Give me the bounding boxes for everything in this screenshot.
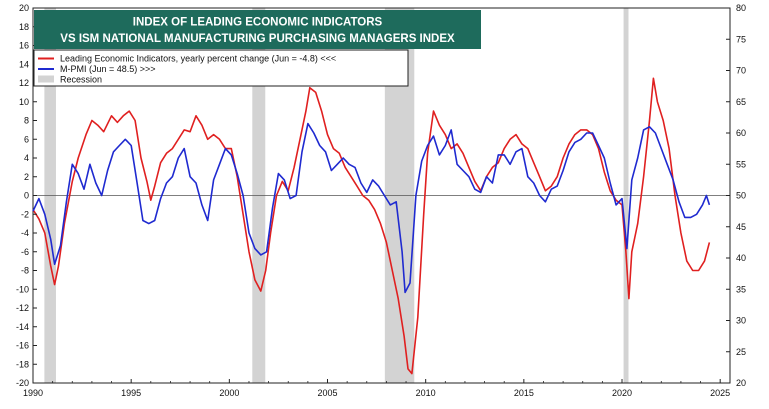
y-left-tick-label: 6	[24, 134, 29, 144]
legend-label-pmi: M-PMI (Jun = 48.5) >>>	[60, 64, 156, 74]
legend-label-recession: Recession	[60, 75, 102, 85]
y-right-tick-label: 35	[736, 284, 746, 294]
y-right-tick-label: 50	[736, 191, 746, 201]
axis-ticks: -20-18-16-14-12-10-8-6-4-202468101214161…	[16, 3, 746, 398]
series-line-pmi	[32, 122, 711, 294]
y-right-tick-label: 20	[736, 378, 746, 388]
y-right-tick-label: 55	[736, 159, 746, 169]
y-left-tick-label: -6	[21, 247, 29, 257]
x-tick-label: 1990	[23, 388, 43, 398]
y-left-tick-label: 8	[24, 116, 29, 126]
x-tick-label: 1995	[121, 388, 141, 398]
y-left-tick-label: -8	[21, 266, 29, 276]
y-right-tick-label: 40	[736, 253, 746, 263]
y-left-tick-label: -12	[16, 303, 29, 313]
y-left-tick-label: -14	[16, 322, 29, 332]
y-left-tick-label: 4	[24, 153, 29, 163]
legend: Leading Economic Indicators, yearly perc…	[33, 49, 409, 87]
y-left-tick-label: -18	[16, 359, 29, 369]
y-right-tick-label: 60	[736, 128, 746, 138]
y-right-tick-label: 80	[736, 3, 746, 13]
y-right-tick-label: 75	[736, 34, 746, 44]
y-right-tick-label: 45	[736, 222, 746, 232]
legend-box	[33, 49, 409, 87]
y-right-tick-label: 65	[736, 97, 746, 107]
y-left-tick-label: -10	[16, 284, 29, 294]
y-left-tick-label: 0	[24, 191, 29, 201]
y-left-tick-label: -4	[21, 228, 29, 238]
legend-label-lei: Leading Economic Indicators, yearly perc…	[60, 54, 336, 64]
y-left-tick-label: 20	[19, 3, 29, 13]
chart-title-line-2: VS ISM NATIONAL MANUFACTURING PURCHASING…	[60, 33, 455, 45]
series-line-lei	[32, 77, 711, 375]
y-left-tick-label: -16	[16, 341, 29, 351]
y-left-tick-label: -2	[21, 209, 29, 219]
legend-swatch-recession	[38, 75, 54, 83]
chart-title-banner: INDEX OF LEADING ECONOMIC INDICATORS VS …	[34, 10, 481, 49]
y-left-tick-label: -20	[16, 378, 29, 388]
y-right-tick-label: 30	[736, 316, 746, 326]
x-tick-label: 2005	[317, 388, 337, 398]
y-right-tick-label: 70	[736, 66, 746, 76]
y-left-tick-label: 18	[19, 22, 29, 32]
y-left-tick-label: 16	[19, 41, 29, 51]
x-tick-label: 2010	[416, 388, 436, 398]
y-right-tick-label: 25	[736, 347, 746, 357]
x-tick-label: 2015	[514, 388, 534, 398]
chart-title-line-1: INDEX OF LEADING ECONOMIC INDICATORS	[133, 17, 383, 29]
y-left-tick-label: 10	[19, 97, 29, 107]
y-left-tick-label: 12	[19, 78, 29, 88]
title-box	[34, 10, 481, 49]
x-tick-label: 2025	[710, 388, 730, 398]
series-lines	[32, 77, 711, 375]
x-tick-label: 2000	[219, 388, 239, 398]
y-left-tick-label: 14	[19, 59, 29, 69]
x-tick-label: 2020	[612, 388, 632, 398]
y-left-tick-label: 2	[24, 172, 29, 182]
